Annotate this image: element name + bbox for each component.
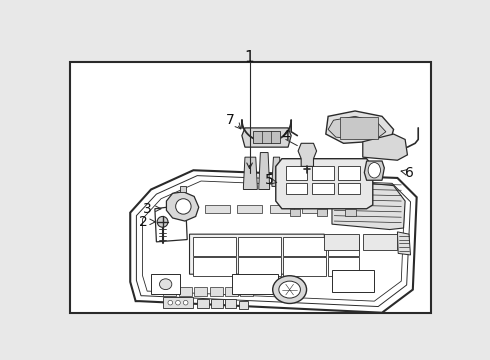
Bar	[205, 205, 229, 213]
Ellipse shape	[175, 199, 191, 214]
Bar	[237, 205, 262, 213]
Bar	[286, 166, 307, 180]
Bar	[179, 287, 192, 296]
Bar	[197, 299, 209, 308]
Bar	[340, 117, 378, 139]
Bar	[270, 205, 294, 213]
Bar	[290, 209, 300, 216]
Polygon shape	[326, 111, 393, 143]
Bar	[317, 209, 327, 216]
Bar	[324, 234, 359, 249]
Bar	[210, 287, 222, 296]
Bar	[283, 237, 326, 256]
Bar	[238, 237, 281, 256]
Ellipse shape	[279, 281, 300, 298]
Bar	[225, 299, 237, 308]
Ellipse shape	[273, 276, 307, 303]
Ellipse shape	[157, 216, 168, 227]
Text: 2: 2	[139, 215, 147, 229]
Polygon shape	[363, 134, 408, 160]
Polygon shape	[180, 186, 187, 192]
Ellipse shape	[368, 163, 381, 178]
Bar	[253, 131, 280, 143]
Bar	[163, 287, 176, 296]
Bar	[232, 274, 278, 294]
Bar	[151, 274, 180, 294]
Polygon shape	[276, 159, 373, 209]
Bar	[328, 237, 359, 256]
Bar	[194, 257, 237, 276]
Polygon shape	[328, 116, 386, 139]
Bar	[338, 166, 360, 180]
Text: 4: 4	[281, 129, 290, 143]
Polygon shape	[332, 180, 405, 230]
Bar	[363, 234, 397, 249]
Bar	[211, 299, 222, 308]
Bar	[194, 237, 237, 256]
Bar	[286, 183, 307, 194]
Polygon shape	[155, 205, 187, 242]
Bar	[194, 287, 207, 296]
Text: 3: 3	[143, 202, 151, 216]
Bar	[312, 166, 334, 180]
Ellipse shape	[160, 279, 172, 289]
Bar	[283, 257, 326, 276]
Polygon shape	[244, 157, 257, 189]
Polygon shape	[259, 153, 270, 189]
Polygon shape	[365, 161, 384, 180]
Text: 5: 5	[265, 173, 273, 187]
Bar	[345, 209, 356, 216]
Bar	[163, 297, 194, 308]
Bar	[328, 257, 359, 276]
Bar	[332, 270, 374, 292]
Bar	[225, 287, 238, 296]
Ellipse shape	[175, 300, 180, 305]
Text: 6: 6	[405, 166, 414, 180]
Bar	[239, 301, 248, 309]
Polygon shape	[190, 234, 326, 274]
Polygon shape	[130, 170, 416, 313]
Polygon shape	[298, 143, 317, 166]
Polygon shape	[272, 157, 281, 186]
Ellipse shape	[168, 300, 172, 305]
Ellipse shape	[183, 300, 188, 305]
Polygon shape	[397, 232, 411, 255]
Bar	[240, 287, 253, 296]
Text: 7: 7	[226, 113, 235, 127]
Text: 1: 1	[245, 50, 254, 64]
Bar	[302, 205, 326, 213]
Polygon shape	[242, 128, 291, 147]
Bar	[338, 183, 360, 194]
Bar	[312, 183, 334, 194]
Polygon shape	[167, 192, 199, 221]
Bar	[238, 257, 281, 276]
